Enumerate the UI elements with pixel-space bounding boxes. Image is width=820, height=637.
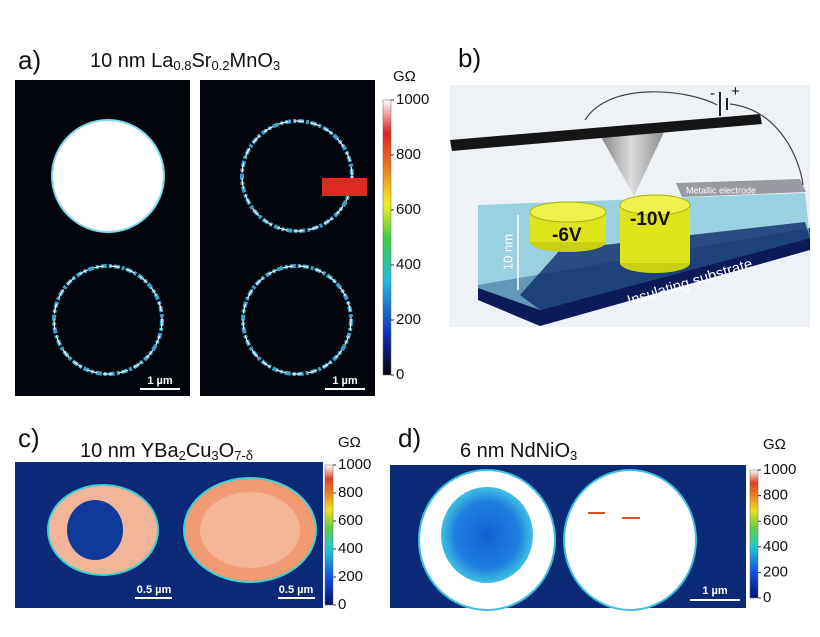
title-part: 7-δ bbox=[234, 448, 253, 463]
title-part: O bbox=[219, 440, 235, 462]
title-part: 3 bbox=[273, 58, 280, 73]
colorbar-tick-label: 1000 bbox=[338, 456, 371, 473]
battery-label: - bbox=[710, 85, 715, 102]
colorbar-unit: GΩ bbox=[393, 68, 416, 85]
title-part: 10 nm YBa bbox=[80, 440, 179, 462]
panel-title: 6 nm NdNiO3 bbox=[460, 440, 577, 463]
colorbar-tick-label: 0 bbox=[396, 366, 404, 383]
colorbar-tick-label: 800 bbox=[763, 487, 788, 504]
title-part: 0.8 bbox=[173, 58, 191, 73]
title-part: 6 nm NdNiO bbox=[460, 440, 570, 462]
thickness-label: 10 nm bbox=[500, 234, 515, 270]
scale-bar-label: 1 µm bbox=[147, 375, 173, 387]
scale-bar-label: 0.5 µm bbox=[279, 584, 314, 596]
colorbar-tick-label: 0 bbox=[763, 589, 771, 606]
title-part: 3 bbox=[211, 448, 218, 463]
panel-label: a) bbox=[18, 45, 41, 75]
colorbar-tick-label: 1000 bbox=[396, 91, 429, 108]
title-part: 2 bbox=[179, 448, 186, 463]
image-c bbox=[15, 462, 323, 608]
colorbar-tick-label: 0 bbox=[338, 596, 346, 613]
colorbar-tick-label: 600 bbox=[396, 201, 421, 218]
title-part: 0.2 bbox=[211, 58, 229, 73]
colorbar bbox=[324, 464, 334, 606]
scale-bar-label: 0.5 µm bbox=[137, 584, 172, 596]
title-part: Cu bbox=[186, 440, 212, 462]
colorbar bbox=[749, 469, 759, 599]
colorbar-tick-label: 400 bbox=[763, 538, 788, 555]
colorbar-tick-label: 200 bbox=[763, 563, 788, 580]
voltage-label: -10V bbox=[630, 209, 670, 230]
panel-title: 10 nm YBa2Cu3O7-δ bbox=[80, 440, 253, 463]
voltage-label: -6V bbox=[552, 225, 582, 246]
title-part: 10 nm La bbox=[90, 50, 174, 72]
panel-label: d) bbox=[398, 423, 421, 453]
title-part: MnO bbox=[230, 50, 273, 72]
colorbar-tick-label: 800 bbox=[338, 484, 363, 501]
panel-label: b) bbox=[458, 43, 481, 73]
scale-bar-label: 1 µm bbox=[702, 585, 728, 597]
colorbar-tick-label: 200 bbox=[396, 311, 421, 328]
colorbar-tick-label: 800 bbox=[396, 146, 421, 163]
image-d bbox=[390, 465, 746, 611]
colorbar-unit: GΩ bbox=[338, 434, 361, 451]
panel-label: c) bbox=[18, 423, 40, 453]
colorbar-tick-label: 1000 bbox=[763, 461, 796, 478]
colorbar bbox=[382, 99, 392, 376]
electrode-label: Metallic electrode bbox=[686, 185, 756, 195]
colorbar-tick-label: 200 bbox=[338, 568, 363, 585]
panel-title: 10 nm La0.8Sr0.2MnO3 bbox=[90, 50, 280, 73]
image-a bbox=[15, 80, 375, 396]
title-part: 3 bbox=[570, 448, 577, 463]
scale-bar-label: 1 µm bbox=[332, 375, 358, 387]
colorbar-tick-label: 600 bbox=[763, 512, 788, 529]
colorbar-tick-label: 400 bbox=[396, 256, 421, 273]
title-part: Sr bbox=[191, 50, 211, 72]
diagram-b bbox=[450, 85, 810, 327]
colorbar-tick-label: 600 bbox=[338, 512, 363, 529]
battery-label: + bbox=[731, 83, 740, 100]
colorbar-tick-label: 400 bbox=[338, 540, 363, 557]
colorbar-unit: GΩ bbox=[763, 436, 786, 453]
